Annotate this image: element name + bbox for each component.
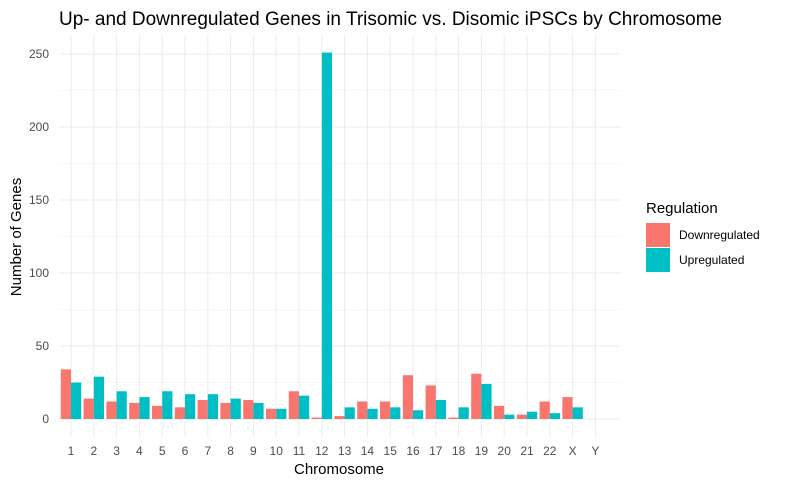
x-tick-label: 12 bbox=[315, 444, 329, 458]
bar-upregulated-chr-17 bbox=[435, 400, 446, 419]
bar-upregulated-chr-4 bbox=[139, 397, 150, 419]
x-tick-label: 19 bbox=[475, 444, 489, 458]
legend-label-downregulated: Downregulated bbox=[679, 228, 760, 242]
legend-key-upregulated bbox=[646, 248, 670, 272]
x-tick-label: 6 bbox=[182, 444, 189, 458]
bar-downregulated-chr-22 bbox=[539, 401, 550, 419]
x-axis-ticks: 1 2 3 4 5 6 7 8 9 10 11 12 13 14 15 16 17 18 19 20 21 22 X Y bbox=[68, 444, 600, 458]
bar-downregulated-chr-14 bbox=[357, 401, 368, 419]
bar-upregulated-chr-12 bbox=[321, 52, 332, 419]
y-axis-title: Number of Genes bbox=[8, 178, 25, 296]
x-tick-label: 1 bbox=[68, 444, 75, 458]
bar-downregulated-chr-15 bbox=[380, 401, 391, 419]
x-tick-label: 22 bbox=[543, 444, 557, 458]
bar-upregulated-chr-10 bbox=[276, 408, 287, 419]
bar-upregulated-chr-1 bbox=[71, 382, 82, 419]
bar-downregulated-chr-8 bbox=[220, 402, 231, 419]
x-tick-label: 9 bbox=[250, 444, 257, 458]
bar-upregulated-chr-21 bbox=[527, 411, 538, 419]
bar-upregulated-chr-14 bbox=[367, 408, 378, 419]
bar-upregulated-chr-3 bbox=[116, 391, 127, 419]
y-tick-label: 250 bbox=[29, 47, 49, 61]
legend-key-downregulated bbox=[646, 223, 670, 247]
bars bbox=[60, 52, 583, 419]
x-tick-label: 20 bbox=[498, 444, 512, 458]
x-tick-label: 16 bbox=[406, 444, 420, 458]
bar-upregulated-chr-2 bbox=[93, 376, 104, 419]
y-tick-label: 200 bbox=[29, 120, 49, 134]
y-tick-label: 0 bbox=[42, 412, 49, 426]
x-tick-label: 17 bbox=[429, 444, 443, 458]
y-axis-ticks: 0 50 100 150 200 250 bbox=[29, 47, 49, 426]
bar-upregulated-chr-20 bbox=[504, 414, 515, 419]
x-tick-label: 15 bbox=[384, 444, 398, 458]
x-axis-title: Chromosome bbox=[294, 461, 384, 478]
x-tick-label: 3 bbox=[113, 444, 120, 458]
legend: Regulation Downregulated Upregulated bbox=[646, 200, 760, 272]
bar-downregulated-chr-5 bbox=[152, 405, 163, 419]
bar-downregulated-chr-1 bbox=[60, 369, 71, 419]
bar-downregulated-chr-20 bbox=[494, 405, 505, 419]
x-tick-label: 18 bbox=[452, 444, 466, 458]
x-tick-label: 7 bbox=[204, 444, 211, 458]
bar-upregulated-chr-13 bbox=[344, 407, 355, 419]
y-tick-label: 50 bbox=[36, 339, 50, 353]
bar-downregulated-chr-19 bbox=[471, 373, 482, 419]
bar-upregulated-chr-19 bbox=[481, 383, 492, 419]
bar-upregulated-chr-15 bbox=[390, 407, 401, 419]
bar-downregulated-chr-12 bbox=[311, 417, 322, 419]
bar-upregulated-chr-7 bbox=[207, 394, 218, 419]
bar-downregulated-chr-7 bbox=[197, 400, 208, 419]
bar-downregulated-chr-6 bbox=[174, 407, 185, 419]
bar-downregulated-chr-11 bbox=[288, 391, 299, 419]
bar-downregulated-chr-4 bbox=[129, 402, 140, 419]
x-tick-label: 4 bbox=[136, 444, 143, 458]
y-tick-label: 150 bbox=[29, 193, 49, 207]
bar-upregulated-chr-9 bbox=[253, 402, 264, 419]
bar-upregulated-chr-X bbox=[572, 407, 583, 419]
x-tick-label: 13 bbox=[338, 444, 352, 458]
bar-upregulated-chr-6 bbox=[185, 394, 196, 419]
bar-downregulated-chr-13 bbox=[334, 416, 345, 419]
bar-upregulated-chr-5 bbox=[162, 391, 173, 419]
bar-downregulated-chr-2 bbox=[83, 398, 94, 419]
bar-upregulated-chr-22 bbox=[549, 413, 560, 419]
bar-downregulated-chr-21 bbox=[516, 414, 527, 419]
bar-downregulated-chr-16 bbox=[402, 375, 413, 419]
x-tick-label: X bbox=[569, 444, 577, 458]
x-tick-label: 10 bbox=[270, 444, 284, 458]
bar-downregulated-chr-9 bbox=[243, 400, 254, 419]
x-tick-label: Y bbox=[591, 444, 599, 458]
bar-upregulated-chr-16 bbox=[413, 410, 424, 419]
legend-label-upregulated: Upregulated bbox=[679, 253, 744, 267]
x-tick-label: 5 bbox=[159, 444, 166, 458]
x-tick-label: 11 bbox=[293, 444, 306, 458]
bar-downregulated-chr-17 bbox=[425, 385, 436, 419]
bar-downregulated-chr-X bbox=[562, 397, 573, 419]
bar-downregulated-chr-18 bbox=[448, 417, 459, 419]
bar-upregulated-chr-18 bbox=[458, 407, 469, 419]
chart-title: Up- and Downregulated Genes in Trisomic … bbox=[59, 9, 722, 30]
bar-downregulated-chr-3 bbox=[106, 401, 117, 419]
x-tick-label: 14 bbox=[361, 444, 375, 458]
bar-upregulated-chr-8 bbox=[230, 398, 241, 419]
grid bbox=[59, 35, 621, 437]
x-tick-label: 8 bbox=[227, 444, 234, 458]
legend-title: Regulation bbox=[646, 200, 718, 217]
x-tick-label: 21 bbox=[520, 444, 534, 458]
bar-downregulated-chr-10 bbox=[266, 408, 277, 419]
y-tick-label: 100 bbox=[29, 266, 49, 280]
x-tick-label: 2 bbox=[90, 444, 97, 458]
bar-upregulated-chr-11 bbox=[299, 395, 310, 419]
